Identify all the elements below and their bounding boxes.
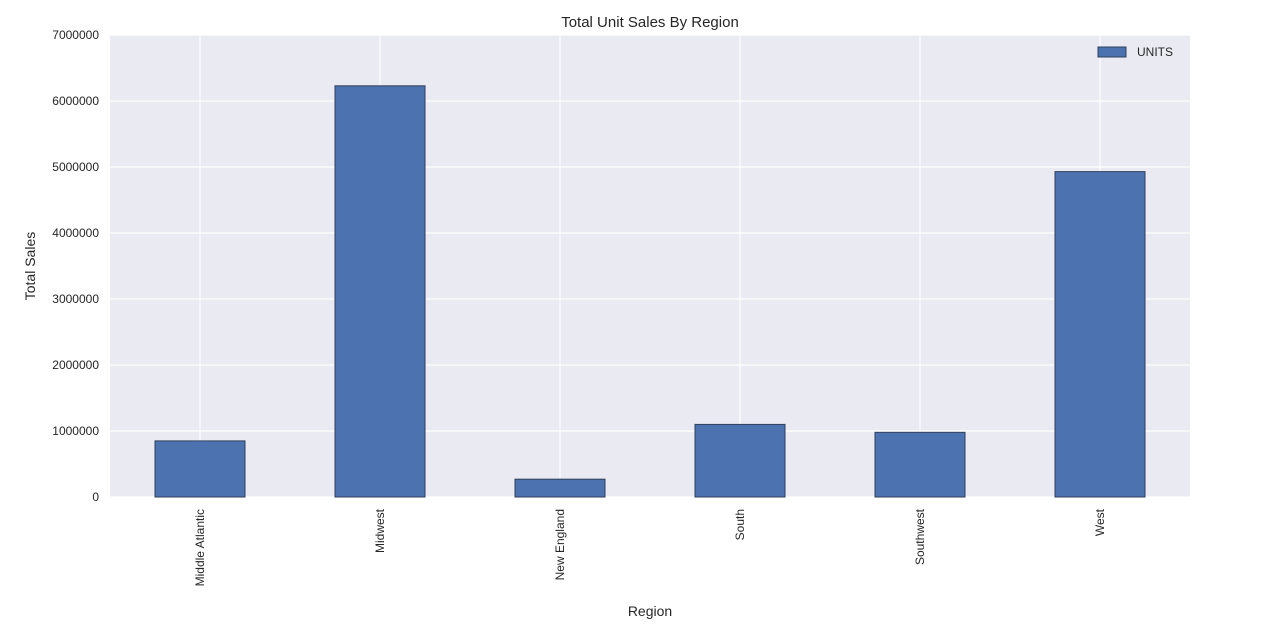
x-tick-label: Southwest xyxy=(913,508,927,565)
x-tick-label: South xyxy=(733,509,747,540)
x-tick-label: Midwest xyxy=(373,508,387,553)
y-tick-label: 1000000 xyxy=(52,424,99,438)
legend-label: UNITS xyxy=(1137,45,1173,59)
y-axis-ticks: 0 1000000 2000000 3000000 4000000 5000000 6000… xyxy=(52,28,99,504)
bar-south xyxy=(694,423,786,498)
x-tick-label: West xyxy=(1093,508,1107,536)
legend-swatch xyxy=(1097,46,1127,58)
x-axis-label: Region xyxy=(628,603,672,619)
x-tick-label: New England xyxy=(553,509,567,580)
bar-middle-atlantic xyxy=(154,440,246,498)
y-axis-label: Total Sales xyxy=(22,232,38,300)
y-tick-label: 2000000 xyxy=(52,358,99,372)
bar-midwest xyxy=(334,85,426,498)
y-tick-label: 6000000 xyxy=(52,94,99,108)
chart-title: Total Unit Sales By Region xyxy=(561,14,739,31)
bar-southwest xyxy=(874,431,966,498)
y-tick-label: 5000000 xyxy=(52,160,99,174)
y-tick-label: 4000000 xyxy=(52,226,99,240)
legend: UNITS xyxy=(1097,45,1173,59)
bars xyxy=(154,85,1146,498)
bar-west xyxy=(1054,171,1146,498)
x-tick-label: Middle Atlantic xyxy=(193,509,207,586)
plot-area xyxy=(110,35,1190,497)
x-axis-ticks: Middle Atlantic Midwest New England South So… xyxy=(193,508,1107,586)
y-tick-label: 0 xyxy=(92,490,99,504)
y-tick-label: 3000000 xyxy=(52,292,99,306)
y-tick-label: 7000000 xyxy=(52,28,99,42)
bar-new-england xyxy=(514,478,606,498)
